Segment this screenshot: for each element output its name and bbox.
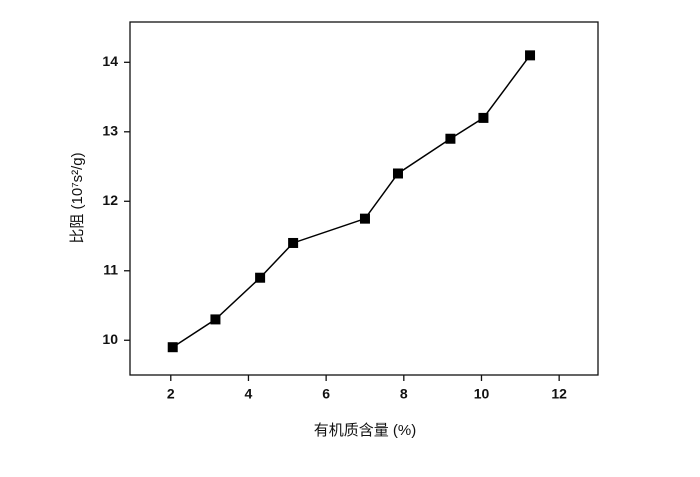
series-line <box>172 54 531 348</box>
x-tick-label: 8 <box>400 386 408 402</box>
data-point <box>525 50 536 61</box>
x-tick-label: 6 <box>322 386 330 402</box>
data-point <box>255 272 266 283</box>
y-tick-label: 13 <box>102 122 118 138</box>
data-point <box>210 314 221 325</box>
data-point <box>445 133 456 144</box>
data-point <box>359 213 370 224</box>
y-tick-label: 12 <box>102 192 118 208</box>
x-tick-label: 12 <box>551 386 567 402</box>
x-tick-label: 4 <box>245 386 253 402</box>
data-point <box>392 168 403 179</box>
data-point <box>478 112 489 123</box>
data-point <box>167 342 178 353</box>
y-tick-label: 14 <box>102 53 118 69</box>
data-point <box>288 237 299 248</box>
x-tick-label: 10 <box>474 386 490 402</box>
y-axis-label: 比阻 (10⁷s²/g) <box>69 152 86 243</box>
y-tick-label: 10 <box>102 331 118 347</box>
plot-frame <box>129 21 599 376</box>
y-tick-label: 11 <box>103 261 118 277</box>
x-axis-label: 有机质含量 (%) <box>314 422 417 439</box>
x-tick-label: 2 <box>167 386 175 402</box>
